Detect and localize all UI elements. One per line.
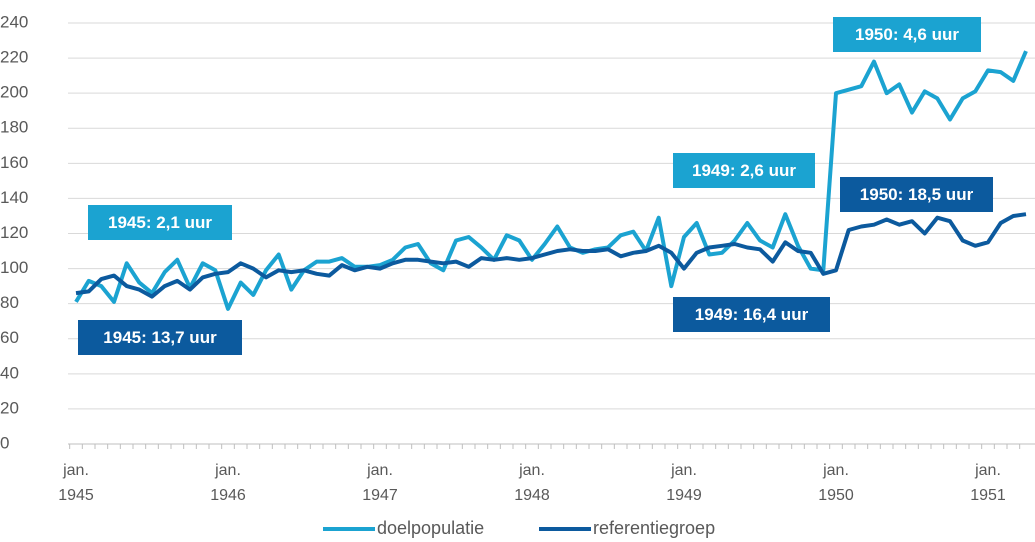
annotation: 1949: 2,6 uur — [673, 153, 815, 188]
legend-swatch — [539, 526, 591, 531]
annotation: 1945: 2,1 uur — [88, 205, 232, 240]
x-tick-label: jan. 1951 — [970, 462, 1006, 504]
y-tick-label: 220 — [0, 48, 28, 67]
x-tick-label: jan. 1947 — [362, 462, 398, 504]
y-tick-label: 160 — [0, 153, 28, 172]
y-tick-label: 240 — [0, 12, 28, 31]
series-line — [74, 50, 1028, 311]
annotation: 1950: 18,5 uur — [840, 177, 993, 212]
y-tick-label: 120 — [0, 223, 28, 242]
legend-item: referentiegroep — [539, 518, 715, 539]
y-tick-label: 60 — [0, 328, 19, 347]
x-tick-label: jan. 1945 — [58, 462, 94, 504]
y-tick-label: 200 — [0, 83, 28, 102]
x-tick-label: jan. 1950 — [818, 462, 854, 504]
y-tick-label: 140 — [0, 188, 28, 207]
y-tick-label: 100 — [0, 258, 28, 277]
annotation: 1950: 4,6 uur — [833, 17, 981, 52]
x-tick-label: jan. 1949 — [666, 462, 702, 504]
annotation: 1945: 13,7 uur — [78, 320, 242, 355]
y-tick-label: 0 — [0, 433, 9, 452]
legend-label: doelpopulatie — [377, 518, 485, 538]
annotation: 1949: 16,4 uur — [673, 297, 830, 332]
y-tick-label: 40 — [0, 363, 19, 382]
y-tick-label: 20 — [0, 398, 19, 417]
x-tick-label: jan. 1946 — [210, 462, 246, 504]
y-tick-label: 180 — [0, 118, 28, 137]
legend-swatch — [323, 526, 375, 531]
x-tick-label: jan. 1948 — [514, 462, 550, 504]
y-tick-label: 80 — [0, 293, 19, 312]
legend-label: referentiegroep — [593, 518, 716, 538]
series-line — [75, 212, 1027, 299]
legend-item: doelpopulatie — [323, 518, 484, 539]
